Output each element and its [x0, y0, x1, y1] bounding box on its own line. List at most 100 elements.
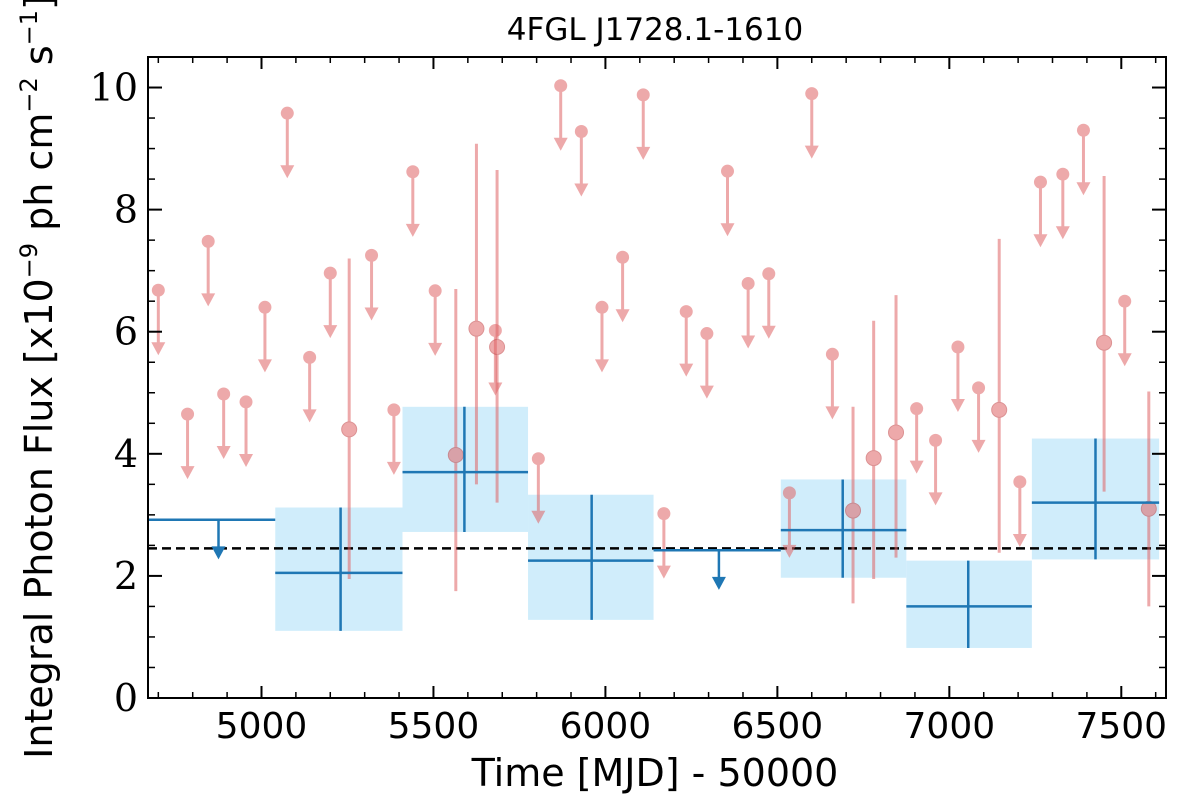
fine-upper-limit-37: [1117, 294, 1132, 367]
fine-upper-limit-point: [323, 266, 337, 280]
fine-detection-6: [888, 295, 905, 558]
y-axis-label: Integral Photon Flux [x10−9 ph cm−2 s−1]: [15, 0, 61, 759]
y-axis-label-middle: ph cm: [17, 113, 61, 243]
fine-upper-limit-arrow: [761, 325, 776, 339]
fine-upper-limit-point: [951, 340, 965, 354]
y-tick-label: 6: [114, 310, 138, 354]
fine-upper-limit-point: [700, 327, 714, 341]
fine-upper-limit-point: [762, 267, 776, 281]
fine-upper-limit-arrow: [594, 359, 609, 373]
fine-upper-limit-arrow: [656, 565, 671, 579]
fine-detection-2: [468, 143, 485, 485]
coarse-band-0: [275, 507, 403, 631]
axis-tick-labels: 5000 5500 6000 6500 7000 7500 0 2 4 6 8 10: [90, 66, 1167, 747]
fine-upper-limit-point: [616, 250, 630, 264]
fine-upper-limit-point: [910, 402, 924, 416]
x-tick-label: 7500: [1075, 706, 1167, 747]
fine-upper-limit-29: [909, 402, 924, 474]
fine-upper-limit-arrow: [364, 307, 379, 321]
fine-upper-limit-point: [721, 164, 735, 178]
fine-detection-point: [468, 320, 485, 337]
fine-upper-limit-point: [595, 300, 609, 314]
fine-upper-limit-2: [201, 234, 216, 307]
y-axis-label-exponent: −9: [15, 243, 43, 278]
x-axis-label: Time [MJD] - 50000: [471, 751, 839, 795]
fine-upper-limit-arrow: [636, 146, 651, 160]
fine-upper-limit-4: [239, 395, 254, 467]
fine-upper-limit-arrow: [928, 492, 943, 506]
fine-detection-point: [888, 424, 905, 441]
fine-upper-limit-point: [636, 88, 650, 102]
fine-upper-limit-arrow: [216, 446, 231, 460]
fine-upper-limit-24: [741, 276, 756, 349]
fine-upper-limit-arrow: [720, 223, 735, 237]
fine-upper-limit-arrow: [699, 385, 714, 399]
fine-upper-limit-point: [406, 165, 420, 179]
fine-detection-9: [1140, 391, 1157, 607]
x-tick-label: 7000: [904, 706, 996, 747]
plot-frame: [147, 56, 1167, 699]
coarse-detection-4: [906, 560, 1032, 648]
fine-upper-limit-point: [387, 403, 401, 417]
fine-detection-8: [1096, 176, 1113, 492]
fine-upper-limit-14: [531, 452, 546, 524]
fine-upper-limit-33: [1012, 475, 1027, 547]
fine-upper-limit-1: [180, 407, 195, 480]
fine-upper-limit-20: [656, 507, 671, 579]
chart-title: 4FGL J1728.1-1610: [507, 12, 803, 48]
fine-upper-limit-point: [805, 87, 819, 101]
fine-upper-limit-arrow: [302, 409, 317, 423]
fine-upper-limit-35: [1055, 167, 1070, 240]
fine-upper-limit-arrow: [1033, 234, 1048, 248]
fine-detection-0: [341, 258, 358, 579]
fine-upper-limit-arrow: [741, 335, 756, 349]
fine-upper-limit-27: [804, 87, 819, 159]
fine-upper-limit-point: [531, 452, 545, 466]
fine-upper-limit-5: [257, 300, 272, 373]
y-axis-label-exponent-2: −2: [15, 77, 43, 112]
fine-upper-limit-point: [1076, 123, 1090, 137]
fine-upper-limit-7: [302, 350, 317, 423]
fine-upper-limit-22: [699, 327, 714, 399]
fine-upper-limit-arrow: [151, 342, 166, 356]
fine-upper-limit-point: [488, 323, 502, 337]
fine-upper-limit-31: [950, 340, 965, 413]
coarse-upper-limit-1: [653, 549, 781, 590]
coarse-bin-bands: [275, 406, 1160, 648]
fine-detection-1: [447, 288, 464, 592]
fine-upper-limit-26: [782, 486, 797, 558]
x-tick-label: 5000: [216, 706, 308, 747]
fine-upper-limit-arrow: [804, 145, 819, 159]
fine-detection-point: [489, 338, 506, 355]
fine-upper-limit-arrow: [825, 406, 840, 420]
y-tick-label: 4: [114, 432, 138, 476]
fine-upper-limit-3: [216, 387, 231, 460]
fine-upper-limit-arrow: [488, 382, 503, 396]
fine-upper-limit-arrow: [909, 460, 924, 474]
fine-detection-4: [845, 406, 862, 604]
fine-upper-limit-19: [636, 88, 651, 160]
fine-upper-limit-point: [657, 507, 671, 521]
fine-upper-limit-8: [323, 266, 338, 339]
coarse-upper-limit-0: [148, 518, 276, 560]
fine-upper-limit-23: [720, 164, 735, 237]
fine-upper-limit-arrow: [1055, 226, 1070, 240]
y-tick-label: 0: [114, 676, 138, 720]
fine-upper-limit-15: [553, 79, 568, 151]
fine-upper-limit-point: [217, 387, 231, 401]
fine-upper-limit-arrow: [531, 510, 546, 524]
coarse-bin-markers: [148, 406, 1160, 648]
fine-upper-limit-arrow: [257, 359, 272, 373]
coarse-detection-5: [1031, 438, 1160, 560]
fine-upper-limit-arrow: [1076, 182, 1091, 196]
fine-detection-point: [991, 401, 1008, 418]
x-tick-label: 6000: [560, 706, 652, 747]
fine-upper-limit-28: [825, 347, 840, 420]
fine-upper-limit-34: [1033, 175, 1048, 248]
fine-upper-limit-point: [201, 234, 215, 248]
fine-upper-limit-arrow: [386, 461, 401, 475]
fine-upper-limit-25: [761, 267, 776, 339]
fine-upper-limit-point: [365, 248, 379, 262]
fine-upper-limit-arrow: [428, 342, 443, 356]
y-axis-label-main: Integral Photon Flux [x10: [17, 278, 61, 759]
